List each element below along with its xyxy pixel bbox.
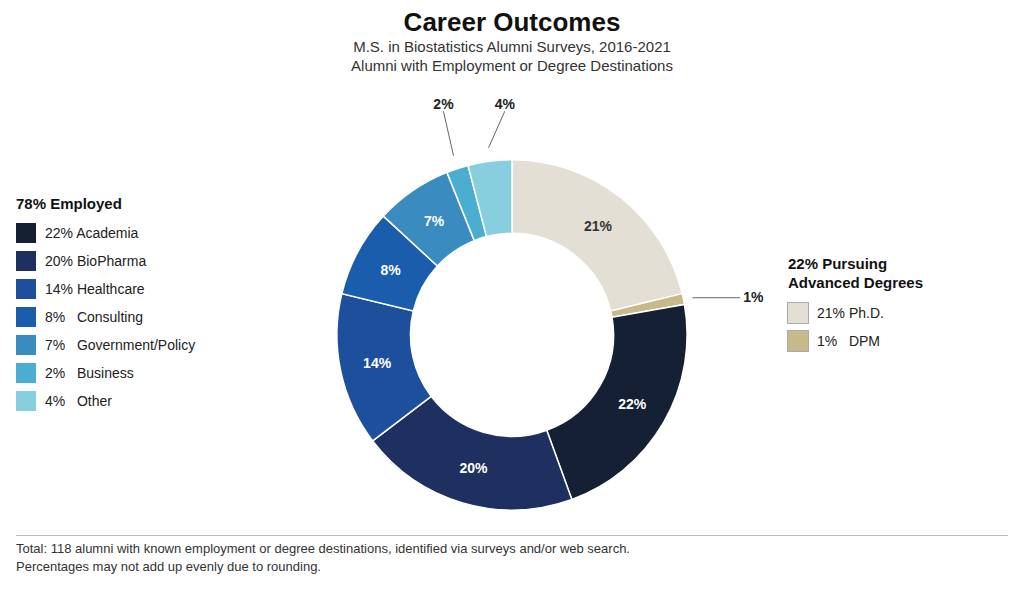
svg-text:7%: 7%: [424, 213, 445, 229]
svg-text:14%: 14%: [363, 356, 392, 372]
html-text:20% BioPharma: 20% BioPharma: [45, 253, 147, 270]
html-text:4% Other: 4% Other: [45, 393, 112, 410]
html-text:22% Pursuing Advanced Degrees: 22% Pursuing Advanced Degrees: [788, 254, 924, 292]
svg-text:4%: 4%: [495, 97, 516, 113]
html-text:1% DPM: 1% DPM: [817, 332, 880, 349]
svg-text:8%: 8%: [380, 262, 401, 278]
svg-text:20%: 20%: [460, 460, 489, 476]
html-text:8% Consulting: 8% Consulting: [45, 309, 144, 326]
html-text:7% Government/Policy: 7% Government/Policy: [45, 337, 196, 354]
html-text:21% Ph.D.: 21% Ph.D.: [817, 304, 884, 321]
html-text:M.S. in Biostatistics Alumni S: M.S. in Biostatistics Alumni Surveys, 20…: [353, 37, 671, 55]
html-text:Percentages may not add up eve: Percentages may not add up evenly due to…: [16, 558, 321, 574]
svg-text:2%: 2%: [433, 97, 454, 113]
html-text:Total: 118 alumni with known e: Total: 118 alumni with known employment …: [16, 541, 630, 557]
svg-text:22%: 22%: [618, 396, 647, 412]
html-text:22% Academia: 22% Academia: [45, 225, 139, 242]
html-text:14% Healthcare: 14% Healthcare: [45, 281, 145, 298]
svg-text:1%: 1%: [743, 290, 764, 306]
html-text:2% Business: 2% Business: [45, 365, 134, 382]
html-text:78% Employed: 78% Employed: [16, 194, 122, 212]
svg-text:21%: 21%: [584, 219, 613, 235]
html-text:Alumni with Employment or Degr: Alumni with Employment or Degree Destina…: [351, 56, 673, 74]
html-text:Career Outcomes: Career Outcomes: [403, 7, 621, 37]
